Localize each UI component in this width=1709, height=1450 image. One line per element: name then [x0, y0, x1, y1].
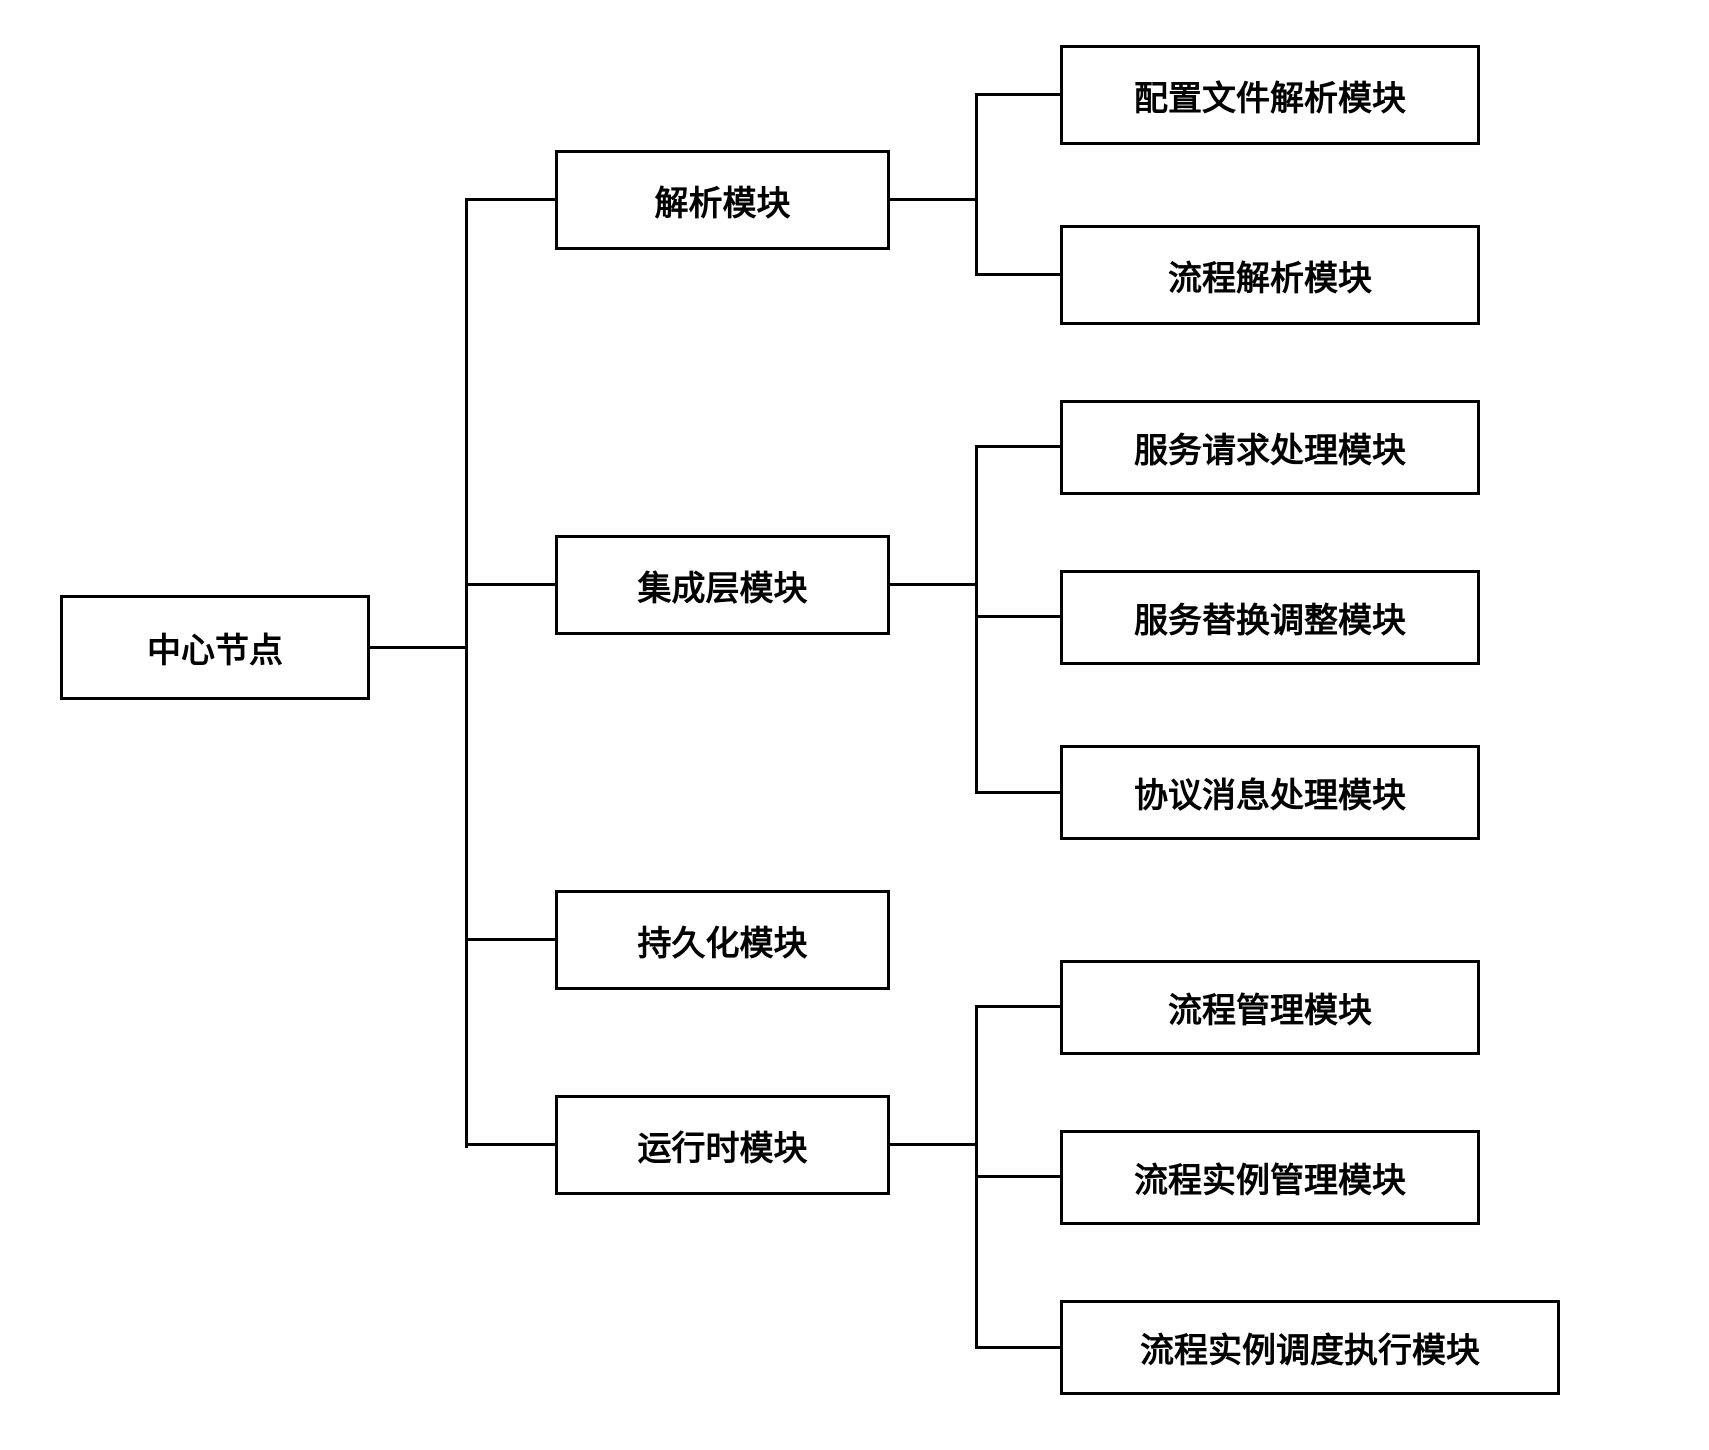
connector — [975, 791, 1060, 794]
tree-node-int-protocol: 协议消息处理模块 — [1060, 745, 1480, 840]
connector — [975, 1005, 1060, 1008]
connector — [890, 583, 975, 586]
connector — [975, 615, 1060, 618]
connector — [465, 198, 555, 201]
connector — [370, 646, 465, 649]
node-label: 流程实例调度执行模块 — [1140, 1323, 1480, 1372]
node-label: 配置文件解析模块 — [1134, 71, 1406, 120]
node-label: 流程实例管理模块 — [1134, 1153, 1406, 1202]
node-label: 流程解析模块 — [1168, 251, 1372, 300]
tree-node-root: 中心节点 — [60, 595, 370, 700]
node-label: 服务替换调整模块 — [1134, 593, 1406, 642]
connector — [975, 95, 978, 276]
tree-node-int-replace: 服务替换调整模块 — [1060, 570, 1480, 665]
connector — [465, 200, 468, 1148]
node-label: 中心节点 — [147, 623, 283, 672]
connector — [975, 445, 1060, 448]
connector — [975, 1007, 978, 1349]
node-label: 流程管理模块 — [1168, 983, 1372, 1032]
node-label: 运行时模块 — [638, 1121, 808, 1170]
tree-node-runtime: 运行时模块 — [555, 1095, 890, 1195]
node-label: 集成层模块 — [638, 561, 808, 610]
connector — [465, 1143, 555, 1146]
connector — [975, 273, 1060, 276]
tree-node-rt-manage: 流程管理模块 — [1060, 960, 1480, 1055]
node-label: 持久化模块 — [638, 916, 808, 965]
tree-node-parse: 解析模块 — [555, 150, 890, 250]
connector — [465, 938, 555, 941]
connector — [465, 583, 555, 586]
tree-node-int-request: 服务请求处理模块 — [1060, 400, 1480, 495]
node-label: 解析模块 — [655, 176, 791, 225]
node-label: 服务请求处理模块 — [1134, 423, 1406, 472]
connector — [975, 447, 978, 794]
tree-node-persist: 持久化模块 — [555, 890, 890, 990]
connector — [975, 93, 1060, 96]
tree-node-rt-instance-manage: 流程实例管理模块 — [1060, 1130, 1480, 1225]
tree-node-integration: 集成层模块 — [555, 535, 890, 635]
tree-node-parse-flow: 流程解析模块 — [1060, 225, 1480, 325]
tree-node-rt-instance-exec: 流程实例调度执行模块 — [1060, 1300, 1560, 1395]
connector — [975, 1346, 1060, 1349]
connector — [890, 198, 975, 201]
node-label: 协议消息处理模块 — [1134, 768, 1406, 817]
tree-node-parse-config: 配置文件解析模块 — [1060, 45, 1480, 145]
connector — [890, 1143, 975, 1146]
connector — [975, 1175, 1060, 1178]
